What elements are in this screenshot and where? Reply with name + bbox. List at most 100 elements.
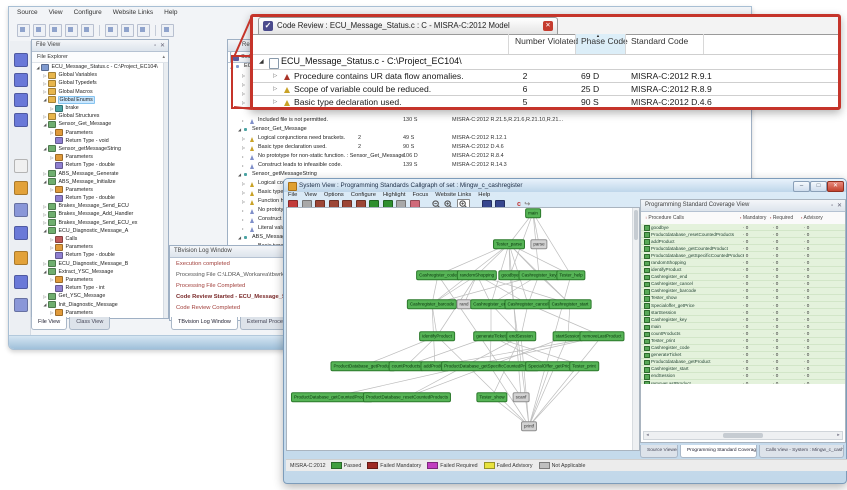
expander-open-icon[interactable]: ◢ — [43, 97, 47, 103]
graph-node-printf[interactable]: printf — [520, 421, 538, 431]
column-required[interactable]: ▪ Required — [770, 215, 794, 221]
expander-open-icon[interactable]: ◢ — [43, 121, 47, 127]
bullet-icon[interactable]: • — [242, 162, 244, 168]
graph-node-scanf[interactable]: scanf — [512, 392, 530, 402]
bottom-tab-2[interactable]: Calls View - System : Mingw_c_cashregis.… — [758, 445, 844, 458]
expander-closed-icon[interactable]: ▷ — [43, 203, 47, 209]
column-mandatory[interactable]: ▪ Mandatory — [740, 215, 767, 221]
bullet-icon[interactable]: • — [242, 207, 244, 213]
menu-item-help[interactable]: Help — [478, 192, 491, 198]
dock-icon-1[interactable] — [14, 53, 28, 67]
expander-closed-icon[interactable]: ▷ — [50, 310, 54, 316]
tree-item[interactable]: ◢ Extract_YSC_Message — [32, 268, 164, 276]
maximize-button[interactable]: □ — [810, 181, 827, 192]
coverage-row[interactable]: main · 0 · 0 · 0 — [641, 323, 845, 331]
scroll-right-icon[interactable]: ► — [836, 432, 841, 437]
column-number-violated[interactable]: Number Violated — [515, 36, 579, 46]
close-tab-icon[interactable]: ✕ — [543, 21, 553, 31]
expander-open-icon[interactable]: ◢ — [43, 146, 47, 152]
callout-code-review-tab[interactable]: ✓ Code Review : ECU_Message_Status.c : C… — [258, 17, 558, 34]
coverage-row[interactable]: addProduct · 0 · 0 · 0 — [641, 238, 845, 246]
expander-closed-icon[interactable]: ▷ — [43, 171, 47, 177]
expander-closed-icon[interactable]: ▷ — [273, 73, 278, 79]
tree-item[interactable]: ◢ Global Enums — [32, 95, 164, 104]
dock-icon-6[interactable] — [14, 181, 28, 195]
graph-node-generateTicket[interactable]: generateTicket — [473, 331, 509, 341]
panel-pin-close-icons[interactable]: ▫ ✕ — [154, 43, 166, 49]
expander-closed-icon[interactable]: ▷ — [50, 154, 54, 160]
dock-icon-4[interactable] — [14, 113, 28, 127]
tree-item[interactable]: ◢ ECU_Diagnostic_Message_A — [32, 227, 164, 235]
results-row[interactable]: • Construct leads to infeasible code. 139 … — [228, 161, 751, 170]
expander-closed-icon[interactable]: ▷ — [273, 86, 278, 92]
tree-item[interactable]: ◢ Sensor_Get_Message — [32, 120, 164, 128]
graph-node-Cashregister_cancel[interactable]: Cashregister_cancel — [504, 299, 552, 309]
expander-closed-icon[interactable]: ▷ — [43, 72, 47, 78]
toolbar-icon-save[interactable] — [65, 24, 78, 37]
graph-node-Tester_print[interactable]: Tester_print — [569, 361, 599, 371]
coverage-row[interactable]: Tester_print · 0 · 0 · 0 — [641, 337, 845, 345]
coverage-row[interactable]: Cashregister_code · 0 · 0 · 0 — [641, 344, 845, 352]
coverage-row[interactable]: removeLastProduct · 0 · 0 · 0 — [641, 380, 845, 384]
dock-icon-8[interactable] — [14, 226, 28, 240]
tree-item[interactable]: ▷ Parameters — [32, 153, 164, 161]
tree-item[interactable]: Return Type - double — [32, 194, 164, 202]
column-advisory[interactable]: ▪ Advisory — [801, 215, 823, 221]
scroll-up-icon[interactable]: ▴ — [162, 54, 165, 60]
coverage-horizontal-scrollbar[interactable]: ◄ ► — [643, 431, 843, 440]
menu-item-view[interactable]: View — [48, 9, 63, 16]
dock-icon-9[interactable] — [14, 251, 28, 265]
expander-closed-icon[interactable]: ▷ — [50, 277, 54, 283]
tree-item[interactable]: ▷ Global Typedefs — [32, 79, 164, 87]
close-button[interactable]: ✕ — [827, 181, 844, 192]
menu-item-source[interactable]: Source — [17, 9, 38, 16]
graph-node-countProducts[interactable]: countProducts — [388, 361, 424, 371]
file-explorer-row[interactable]: File Explorer ▴ — [32, 52, 168, 63]
minimize-button[interactable]: – — [793, 181, 810, 192]
tab-file-view-1[interactable]: Class View — [69, 317, 111, 330]
tree-item[interactable]: ▷ Global Variables — [32, 71, 164, 79]
tree-item[interactable]: Return Type - double — [32, 251, 164, 259]
menu-item-view[interactable]: View — [304, 192, 317, 198]
tree-item[interactable]: ◢ Sensor_getMessageString — [32, 145, 164, 153]
graph-node-main[interactable]: main — [525, 208, 541, 218]
toolbar-glyph-icon[interactable]: c — [517, 201, 521, 208]
expander-closed-icon[interactable]: ▷ — [50, 130, 54, 136]
expander-closed-icon[interactable]: ▷ — [43, 80, 47, 86]
scrollbar-thumb[interactable] — [723, 433, 763, 438]
expander-closed-icon[interactable]: ▷ — [242, 189, 246, 195]
system-view-titlebar[interactable]: System View : Programming Standards Call… — [284, 179, 846, 192]
menu-item-file[interactable]: File — [288, 192, 298, 198]
expander-closed-icon[interactable]: ▷ — [50, 244, 54, 250]
tree-item[interactable]: ▷ ABS_Message_Generate — [32, 169, 164, 178]
coverage-row[interactable]: Productdatabase_getSpecificCountedProduc… — [641, 252, 845, 260]
graph-node-ProductDatabase_getCountedProduct[interactable]: ProductDatabase_getCountedProduct — [290, 392, 374, 402]
expander-closed-icon[interactable]: ▷ — [242, 180, 246, 186]
tree-item[interactable]: ▷ Brakes_Message_Send_ECU — [32, 202, 164, 210]
tab-log-0[interactable]: TBvision Log Window — [171, 317, 238, 330]
menu-item-help[interactable]: Help — [164, 9, 178, 16]
tree-item[interactable]: Return Type - int — [32, 284, 164, 292]
graph-node-Tester_help[interactable]: Tester_help — [556, 270, 586, 280]
expander-closed-icon[interactable]: ▷ — [242, 72, 246, 78]
graph-node-ProductDatabase_getProduct[interactable]: ProductDatabase_getProduct — [330, 361, 396, 371]
expander-open-icon[interactable]: ◢ — [230, 63, 234, 69]
tree-item[interactable]: ▷ ECU_Diagnostic_Message_B — [32, 260, 164, 268]
tree-item[interactable]: ▷ Get_YSC_Message — [32, 292, 164, 300]
bottom-tab-0[interactable]: Source Viewer — [640, 445, 678, 458]
expander-closed-icon[interactable]: ▷ — [50, 105, 54, 111]
dock-icon-5[interactable] — [14, 159, 28, 173]
graph-node-Cashregister_key[interactable]: Cashregister_key — [518, 270, 560, 280]
expander-closed-icon[interactable]: ▷ — [242, 99, 246, 105]
panel-pin-close-icons[interactable]: ▫ ✕ — [831, 203, 843, 209]
graph-node-Cashregister_code[interactable]: Cashregister_code — [416, 270, 460, 280]
coverage-row[interactable]: startSession · 0 · 0 · 0 — [641, 309, 845, 317]
expander-open-icon[interactable]: ◢ — [43, 302, 47, 308]
results-row[interactable]: • Included file is not permitted. 130 S MIS… — [228, 116, 751, 125]
graph-node-removeLastProduct[interactable]: removeLastProduct — [579, 331, 625, 341]
menu-item-options[interactable]: Options — [323, 192, 344, 198]
expander-closed-icon[interactable]: ▷ — [50, 187, 54, 193]
tree-item[interactable]: ▷ Parameters — [32, 243, 164, 251]
tree-item[interactable]: Return Type - void — [32, 137, 164, 145]
graph-node-Tester_show[interactable]: Tester_show — [476, 392, 508, 402]
